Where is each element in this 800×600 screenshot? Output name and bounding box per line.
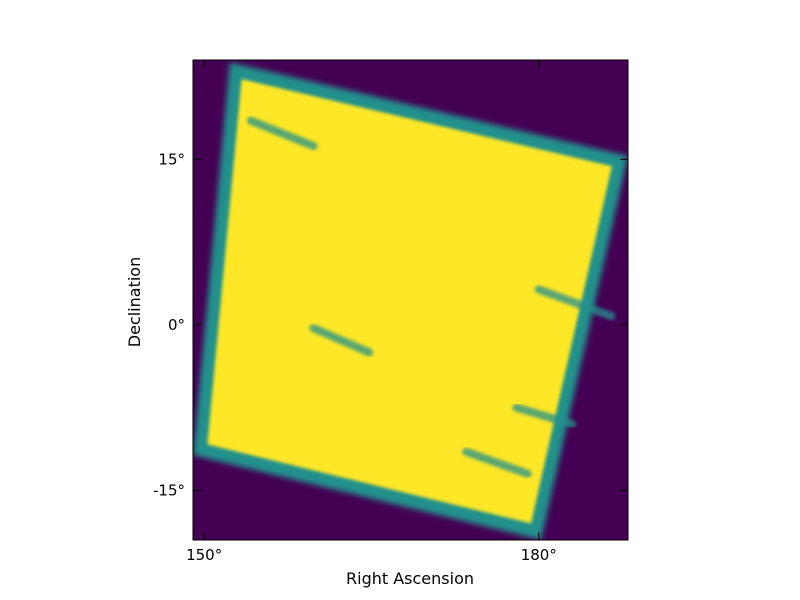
streak-3 bbox=[512, 403, 577, 429]
x-tick-label-1: 180° bbox=[521, 546, 557, 564]
coverage-heatmap bbox=[193, 62, 628, 540]
y-axis-label: Declination bbox=[125, 257, 144, 347]
footprint-core bbox=[207, 79, 612, 524]
y-tick-label-2: -15° bbox=[153, 481, 185, 499]
x-axis-ticks: 150° 180° bbox=[186, 60, 557, 564]
streak-1 bbox=[309, 324, 374, 357]
x-tick-label-0: 150° bbox=[186, 546, 222, 564]
plot-frame bbox=[192, 59, 629, 541]
plot-area bbox=[192, 59, 629, 541]
y-axis-ticks: 15° 0° -15° bbox=[153, 150, 628, 499]
x-axis-label: Right Ascension bbox=[346, 569, 474, 588]
streak-0 bbox=[247, 116, 318, 151]
streak-4 bbox=[462, 447, 532, 478]
streak-2 bbox=[534, 285, 616, 320]
y-tick-label-1: 0° bbox=[168, 316, 185, 334]
y-tick-label-0: 15° bbox=[158, 150, 185, 168]
